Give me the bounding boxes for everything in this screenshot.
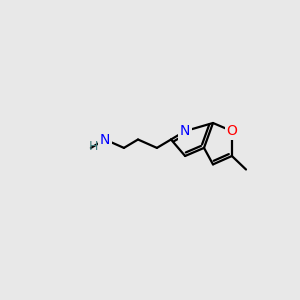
Text: H: H xyxy=(88,140,98,154)
Text: N: N xyxy=(180,124,190,138)
Text: N: N xyxy=(100,133,110,146)
Text: O: O xyxy=(226,124,237,138)
